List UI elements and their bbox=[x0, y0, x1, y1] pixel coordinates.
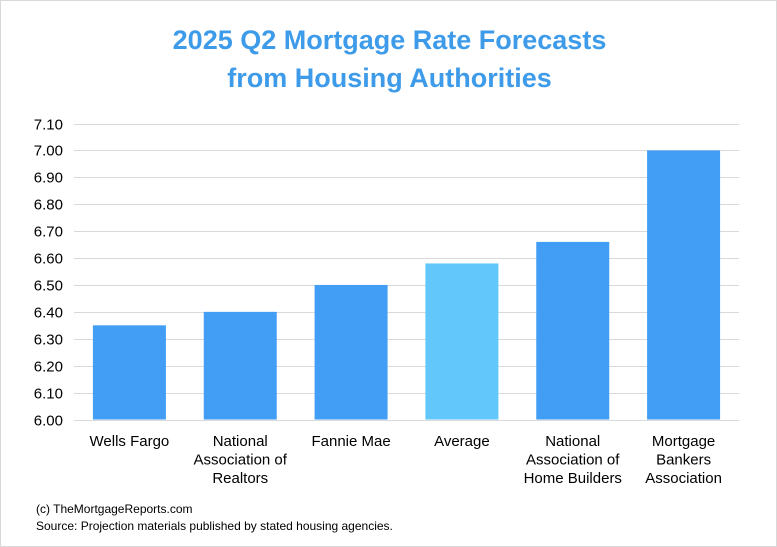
y-tick-label: 7.10 bbox=[34, 117, 63, 134]
chart-footnotes: (c) TheMortgageReports.com Source: Proje… bbox=[36, 501, 393, 535]
copyright-note: (c) TheMortgageReports.com bbox=[36, 502, 193, 516]
y-tick-label: 7.00 bbox=[34, 143, 63, 160]
y-tick-label: 6.40 bbox=[34, 305, 63, 322]
x-tick-label: National Association of Realtors bbox=[194, 433, 288, 487]
bar bbox=[536, 241, 610, 420]
chart-title-line-2: from Housing Authorities bbox=[227, 63, 552, 93]
bar bbox=[92, 325, 166, 420]
bar bbox=[203, 311, 277, 420]
bar bbox=[425, 263, 499, 420]
x-tick-label: Fannie Mae bbox=[311, 433, 390, 450]
y-tick-label: 6.30 bbox=[34, 332, 63, 349]
source-note: Source: Projection materials published b… bbox=[36, 519, 393, 533]
y-tick-label: 6.00 bbox=[34, 413, 63, 430]
y-tick-label: 6.60 bbox=[34, 251, 63, 268]
bar-chart: 6.00 6.10 6.20 6.30 6.40 6.50 6.60 6.70 6.80 6.90… bbox=[34, 117, 739, 487]
bar bbox=[647, 150, 721, 420]
x-tick-label: Mortgage Bankers Association bbox=[645, 433, 722, 487]
y-tick-label: 6.80 bbox=[34, 197, 63, 214]
bar bbox=[314, 284, 388, 420]
chart-title: 2025 Q2 Mortgage Rate Forecasts from Hou… bbox=[1, 21, 777, 97]
x-tick-label: National Association of Home Builders bbox=[524, 433, 622, 487]
y-tick-label: 6.50 bbox=[34, 278, 63, 295]
y-tick-label: 6.90 bbox=[34, 170, 63, 187]
chart-title-line-1: 2025 Q2 Mortgage Rate Forecasts bbox=[172, 25, 607, 55]
y-tick-label: 6.10 bbox=[34, 386, 63, 403]
y-tick-label: 6.20 bbox=[34, 359, 63, 376]
x-tick-label: Average bbox=[434, 433, 490, 450]
x-tick-label: Wells Fargo bbox=[90, 433, 170, 450]
y-tick-label: 6.70 bbox=[34, 224, 63, 241]
